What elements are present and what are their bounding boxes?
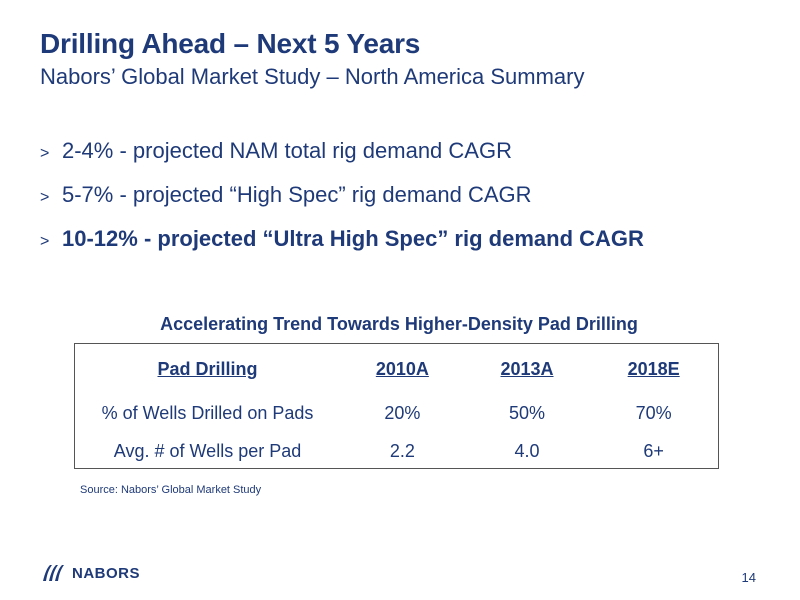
- table-cell: 2.2: [389, 440, 415, 461]
- table-cell: Avg. # of Wells per Pad: [113, 440, 302, 461]
- source-note: Source: Nabors’ Global Market Study: [80, 484, 262, 496]
- table-title: Accelerating Trend Towards Higher-Densit…: [160, 314, 638, 334]
- bullet-item: > 10-12% - projected “Ultra High Spec” r…: [40, 226, 780, 270]
- bullet-list: > 2-4% - projected NAM total rig demand …: [40, 138, 780, 270]
- bullet-marker: >: [40, 189, 50, 206]
- column-header: 2018E: [627, 358, 680, 379]
- bullet-marker: >: [40, 233, 50, 250]
- bullet-text: 5-7% - projected “High Spec” rig demand …: [62, 182, 532, 207]
- bullet-item: > 2-4% - projected NAM total rig demand …: [40, 138, 780, 182]
- bullet-marker: >: [40, 145, 50, 162]
- column-header: Pad Drilling: [157, 358, 258, 379]
- pad-drilling-table: Pad Drilling 2010A 2013A 2018E % of Well…: [74, 343, 719, 469]
- table-cell: 50%: [509, 402, 546, 423]
- table-row: % of Wells Drilled on Pads 20% 50% 70%: [75, 394, 718, 432]
- bullet-text-emphasized: 10-12% - projected “Ultra High Spec” rig…: [62, 226, 644, 251]
- table-cell: 70%: [635, 402, 672, 423]
- column-header: 2013A: [500, 358, 554, 379]
- nabors-logo: NABORS: [40, 563, 140, 583]
- bullet-text: 2-4% - projected NAM total rig demand CA…: [62, 138, 512, 163]
- table-cell: 20%: [384, 402, 421, 423]
- column-header: 2010A: [375, 358, 429, 379]
- bullet-item: > 5-7% - projected “High Spec” rig deman…: [40, 182, 780, 226]
- table-cell: 6+: [643, 440, 664, 461]
- page-number: 14: [741, 570, 756, 585]
- table-cell: % of Wells Drilled on Pads: [101, 402, 314, 423]
- table-cell: 4.0: [514, 440, 540, 461]
- logo-wordmark: NABORS: [72, 564, 141, 582]
- slide-subtitle: Nabors’ Global Market Study – North Amer…: [40, 64, 585, 89]
- table-header-row: Pad Drilling 2010A 2013A 2018E: [75, 344, 718, 394]
- table-row: Avg. # of Wells per Pad 2.2 4.0 6+: [75, 432, 718, 470]
- slide-title: Drilling Ahead – Next 5 Years: [40, 28, 421, 59]
- nabors-logo-icon: [43, 565, 64, 581]
